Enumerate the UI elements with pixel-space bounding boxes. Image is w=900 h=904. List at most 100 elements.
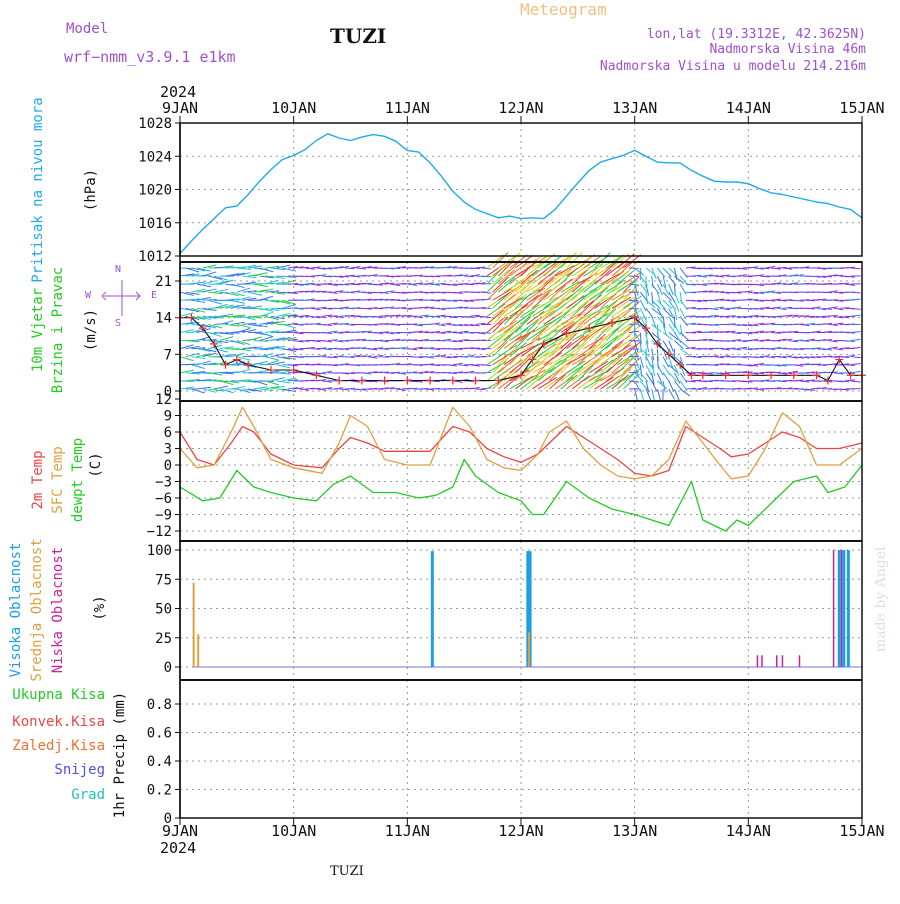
wind-speed-marker	[449, 377, 457, 385]
high-cloud-bar	[838, 550, 841, 667]
wind-speed-marker	[403, 377, 411, 385]
wind-arrow	[231, 284, 245, 288]
wind-arrow	[305, 283, 315, 284]
y-tick-label: 21	[155, 274, 172, 290]
wind-speed-marker	[381, 377, 389, 385]
y-tick-label: 0.6	[147, 726, 172, 742]
wind-arrow	[657, 381, 666, 389]
watermark: made by Angel	[873, 546, 889, 652]
y-tick-label: 1016	[138, 216, 172, 232]
footer-station: TUZI	[330, 864, 364, 879]
wind-legend-n: N	[115, 264, 121, 275]
y-tick-label: 9	[164, 409, 172, 425]
wind-arrow	[453, 363, 463, 364]
y-tick-label: 6	[164, 425, 172, 441]
wind-arrow	[316, 389, 326, 390]
wind-speed-marker	[221, 361, 229, 369]
wind-legend-e: E	[151, 290, 157, 301]
wind-arrow	[555, 265, 574, 276]
low-cloud-bar	[776, 655, 778, 667]
low-cloud-bar	[761, 655, 763, 667]
wind-compass-icon	[102, 280, 140, 316]
wind-arrow	[623, 326, 639, 341]
wind-arrow	[828, 307, 838, 308]
y-tick-label: 50	[155, 602, 172, 618]
wind-arrow	[652, 381, 657, 392]
wind-legend-s: S	[115, 318, 121, 329]
wind-arrow	[828, 315, 838, 316]
station-title: TUZI	[330, 24, 386, 48]
y-tick-label: 75	[155, 572, 172, 588]
wind-arrow	[447, 365, 457, 366]
wind-arrow	[851, 357, 861, 358]
y-tick-label: 3	[164, 442, 172, 458]
y-tick-label: −3	[155, 475, 172, 491]
x-day-label-top: 11JAN	[385, 99, 430, 117]
y-tick-label: 1024	[138, 149, 172, 165]
wind-arrow	[737, 347, 747, 348]
wind-arrow	[237, 369, 251, 373]
wind-arrow	[731, 349, 741, 350]
x-day-label-top: 14JAN	[726, 99, 771, 117]
low-cloud-bar	[757, 655, 759, 667]
plot-area: 10121016102010241028071421129630−3−6−9−1…	[138, 99, 884, 840]
cloud-ylabel-high: Visoka Oblacnost	[8, 543, 24, 678]
high-cloud-bar	[842, 550, 845, 667]
wind-arrow	[345, 268, 355, 269]
wind-speed-marker	[244, 361, 252, 369]
wind-arrow	[441, 339, 451, 340]
y-tick-label: 0	[164, 458, 172, 474]
wind-ylabel-sub: Brzina i Pravac	[50, 267, 66, 393]
wind-arrow	[322, 333, 332, 334]
wind-arrow	[771, 307, 781, 308]
wind-arrow	[248, 292, 262, 295]
wind-arrow	[407, 349, 417, 350]
wind-arrow	[828, 347, 838, 348]
wind-arrow	[555, 309, 571, 324]
wind-arrow	[646, 292, 647, 304]
precip-label-hail: Grad	[71, 787, 105, 803]
high-cloud-bar	[431, 551, 434, 667]
wind-arrow	[595, 252, 611, 268]
wind-arrow	[669, 373, 677, 382]
pressure-line	[180, 134, 862, 254]
wind-arrow	[851, 339, 861, 340]
wind-arrow	[481, 268, 491, 269]
wind-arrow	[356, 268, 366, 269]
wind-unit: (m/s)	[83, 309, 99, 351]
wind-arrow	[180, 357, 193, 361]
wind-arrow	[652, 333, 661, 341]
x-day-label-top: 13JAN	[612, 99, 657, 117]
y-tick-label: 100	[147, 543, 172, 559]
wind-arrow	[851, 299, 861, 300]
y-tick-label: 0.2	[147, 783, 172, 799]
mid-cloud-bar	[528, 632, 530, 667]
wind-arrow	[652, 292, 653, 304]
low-cloud-bar	[841, 550, 843, 667]
wind-arrow	[782, 356, 792, 357]
wind-arrow	[811, 307, 821, 308]
mid-cloud-bar	[193, 583, 195, 667]
x-day-label-top: 12JAN	[498, 99, 543, 117]
wind-arrow	[322, 283, 332, 284]
cloud-ylabel-low: Niska Oblacnost	[50, 547, 66, 673]
wind-arrow	[481, 388, 491, 389]
temp-ylabel-2m: 2m Temp	[30, 450, 46, 509]
cloud-unit: (%)	[92, 595, 108, 620]
wind-arrow	[674, 276, 683, 283]
cloud-ylabel-mid: Srednja Oblacnost	[29, 538, 45, 681]
wind-arrow	[436, 324, 446, 325]
wind-arrow	[328, 292, 338, 293]
wind-arrow	[481, 292, 491, 293]
meteogram-title: Meteogram	[520, 0, 607, 19]
wind-arrow	[220, 337, 233, 341]
wind-arrow	[680, 389, 690, 396]
wind-arrow	[629, 331, 639, 332]
temp-unit: (C)	[88, 452, 104, 477]
y-tick-label: 14	[155, 311, 172, 327]
wind-arrow	[254, 273, 268, 276]
elevation-label: Nadmorska Visina 46m	[709, 42, 866, 57]
precip-label-total: Ukupna Kisa	[12, 687, 105, 703]
wind-arrow	[680, 333, 689, 341]
